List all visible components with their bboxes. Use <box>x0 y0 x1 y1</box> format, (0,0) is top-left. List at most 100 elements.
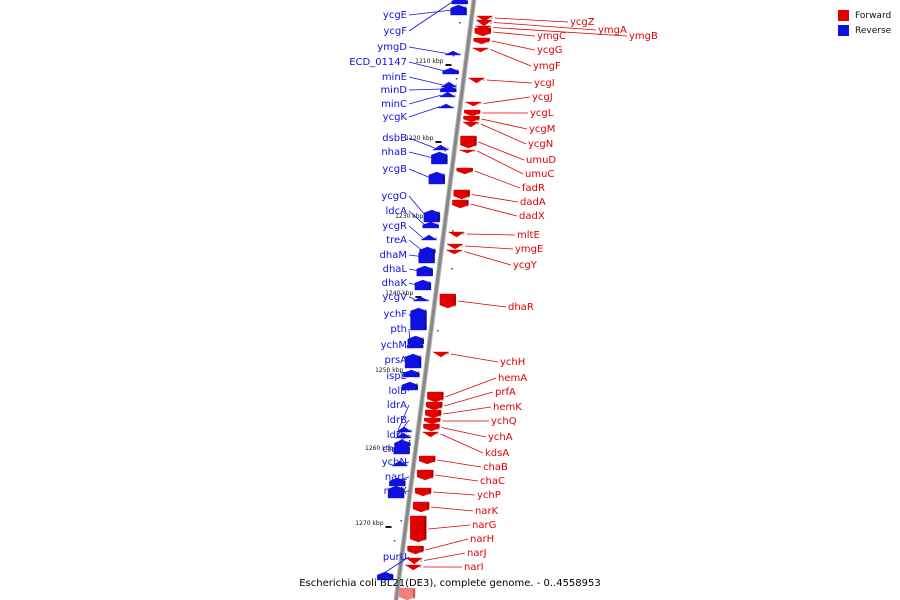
gene-ycgN <box>462 121 480 128</box>
label-ycgO: ycgO <box>381 191 407 202</box>
gene-hemA <box>427 391 444 403</box>
leader-ymgF <box>490 49 532 67</box>
label-ychN: ychN <box>382 457 407 468</box>
leader-ycgM <box>481 118 528 130</box>
leader-mltE <box>466 233 516 236</box>
gene-chaB <box>419 455 436 465</box>
tick-label: 1250 kbp <box>375 367 403 374</box>
track-mark-8 <box>408 440 411 442</box>
gene-narK <box>412 501 430 513</box>
gene-ychM <box>406 341 424 349</box>
gene-dhaM <box>418 249 435 264</box>
tick-label: 1210 kbp <box>415 58 443 65</box>
label-lolB: lolB <box>388 386 407 397</box>
leader-ldrA <box>397 404 410 431</box>
label-ycgI: ycgI <box>534 78 555 89</box>
gene-ycgZ <box>475 15 494 22</box>
leader-ychH <box>450 353 499 363</box>
leader-ymgD <box>408 46 448 54</box>
label-dhaK: dhaK <box>382 278 408 289</box>
label-ymgB: ymgB <box>629 31 658 42</box>
leader-ychF <box>408 313 413 320</box>
leader-umuD <box>478 141 525 161</box>
leader-prfA <box>444 391 494 407</box>
gene-ycgV <box>412 296 430 302</box>
label-pth: pth <box>390 324 407 335</box>
gene-ldcA <box>422 221 439 229</box>
gene-ychA <box>423 423 440 432</box>
leader-ycgN <box>480 123 527 145</box>
gene-dadX <box>452 199 469 209</box>
leader-narH <box>425 538 469 551</box>
gene-ycgE <box>450 4 467 16</box>
label-chaC: chaC <box>480 476 505 487</box>
gene-pth <box>407 335 424 345</box>
leader-narG <box>428 524 471 530</box>
gene-ychF <box>410 307 427 331</box>
gene-narL <box>389 477 406 487</box>
gene-narG <box>410 515 427 543</box>
gene-ldrA <box>395 426 413 433</box>
gene-purU <box>376 571 394 581</box>
label-ycgZ: ycgZ <box>570 17 595 28</box>
leader-minE <box>408 76 443 86</box>
label-mltE: mltE <box>517 230 540 241</box>
track-mark-11 <box>393 540 396 542</box>
label-ymgC: ymgC <box>537 31 566 42</box>
leader-ycgO <box>408 195 427 217</box>
tick-label: 1240 kbp <box>385 290 413 297</box>
gene-ymgE <box>446 243 464 250</box>
gene-nhaB <box>431 151 448 165</box>
gene-dhaL <box>416 265 433 277</box>
label-chaB: chaB <box>483 462 508 473</box>
gene-mltE <box>447 231 466 238</box>
label-ycgF: ycgF <box>383 26 407 37</box>
track-mark-4 <box>452 230 454 232</box>
label-ECD_01147: ECD_01147 <box>349 57 407 68</box>
gene-ycgB <box>428 171 446 185</box>
leader-dadA <box>471 194 519 203</box>
leader-ycgI <box>486 79 533 84</box>
gene-minC <box>438 91 457 98</box>
label-ymgD: ymgD <box>377 42 407 53</box>
label-ycgY: ycgY <box>513 260 538 271</box>
label-ldrA: ldrA <box>387 400 407 411</box>
label-hemA: hemA <box>498 373 527 384</box>
gene-ychP <box>414 487 432 497</box>
label-ycgK: ycgK <box>383 112 408 123</box>
gene-dsbB <box>431 144 450 151</box>
leader-ymgE <box>464 245 514 250</box>
leader-dhaM <box>408 254 421 257</box>
label-narL: narL <box>385 472 408 483</box>
tick-label: 1220 kbp <box>405 135 433 142</box>
label-umuC: umuC <box>525 169 554 180</box>
track-mark-2 <box>455 78 458 80</box>
leader-prsA <box>406 359 410 362</box>
label-hemK: hemK <box>493 402 522 413</box>
gene-narH <box>407 545 424 555</box>
label-dhaL: dhaL <box>383 264 408 275</box>
gene-dhaR <box>439 293 457 309</box>
leader-narK <box>431 506 474 512</box>
label-ycgE: ycgE <box>383 10 407 21</box>
gene-ycgJ <box>465 101 482 107</box>
leader-dhaR <box>457 300 507 308</box>
label-ymgE: ymgE <box>515 244 543 255</box>
leader-hemA <box>445 377 497 398</box>
gene-ymgA <box>475 19 493 27</box>
gene-umuD <box>460 135 477 149</box>
gene-kdsA <box>421 431 440 438</box>
label-dhaR: dhaR <box>508 302 534 313</box>
gene-prsA <box>404 353 422 369</box>
label-ycgL: ycgL <box>530 108 554 119</box>
leader-ycgZ <box>494 17 569 23</box>
track-mark-5 <box>451 268 453 270</box>
track-mark-10 <box>400 520 402 522</box>
leader-ldrC <box>396 434 410 444</box>
track-mark-0 <box>459 22 461 24</box>
label-minC: minC <box>381 99 407 110</box>
label-ychM: ychM <box>381 340 407 351</box>
leader-narL <box>391 476 410 483</box>
gene-ycgL <box>464 109 481 117</box>
